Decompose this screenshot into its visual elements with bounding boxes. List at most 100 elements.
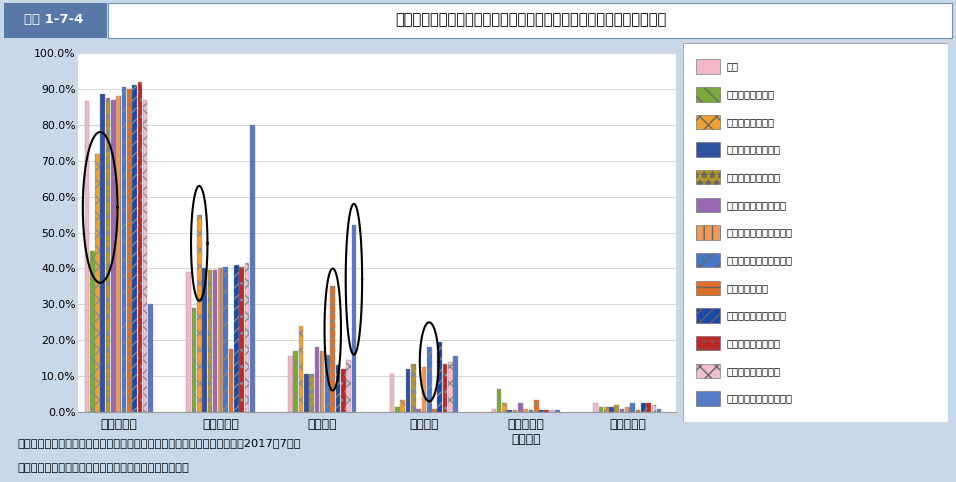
Bar (533, 400, 538, 412)
Bar (293, 351, 298, 412)
Bar (696, 170, 720, 185)
Bar (432, 409, 437, 412)
Bar (117, 96, 121, 412)
Bar (443, 363, 447, 412)
Text: 「日頃のちょっとした手助け」で頼れる人がいる人の「頼れる相手」: 「日頃のちょっとした手助け」で頼れる人がいる人の「頼れる相手」 (395, 12, 666, 27)
Bar (523, 409, 528, 412)
Bar (111, 100, 116, 412)
Bar (453, 357, 458, 412)
Bar (625, 407, 630, 412)
Bar (657, 409, 662, 412)
Bar (696, 281, 720, 295)
Bar (598, 407, 603, 412)
Bar (448, 362, 453, 412)
Bar (438, 342, 442, 412)
Text: 非高齢単独男性世帯: 非高齢単独男性世帯 (727, 145, 780, 155)
Bar (96, 154, 99, 412)
Bar (228, 349, 233, 412)
Text: 二親世帯（二世代）: 二親世帯（二世代） (727, 366, 780, 376)
Bar (615, 405, 619, 412)
Text: 夫婦ともに非高齢者世帯: 夫婦ともに非高齢者世帯 (727, 255, 793, 265)
Bar (491, 409, 496, 412)
Bar (331, 286, 335, 412)
Bar (405, 369, 410, 412)
Bar (609, 407, 614, 412)
Bar (422, 367, 426, 412)
Bar (197, 214, 202, 412)
Bar (352, 226, 357, 412)
Bar (121, 87, 126, 412)
Bar (320, 351, 324, 412)
Bar (315, 348, 319, 412)
Text: （注）　「総数」には世帯類型その他、不詳等を含む。: （注） 「総数」には世帯類型その他、不詳等を含む。 (17, 463, 189, 473)
Text: 非高齢単独女性世帯: 非高齢単独女性世帯 (727, 172, 780, 182)
Bar (636, 410, 641, 412)
Bar (502, 403, 507, 412)
Bar (529, 410, 533, 412)
Text: 夫婦の一方が高齢者世帯: 夫婦の一方が高齢者世帯 (727, 228, 793, 238)
Bar (138, 82, 142, 412)
Bar (304, 375, 309, 412)
Bar (497, 389, 502, 412)
Bar (550, 410, 554, 412)
Bar (213, 270, 217, 412)
Bar (539, 410, 544, 412)
Text: 高齢単独男性世帯: 高齢単独男性世帯 (727, 89, 774, 99)
Bar (604, 407, 609, 412)
Text: 資料：国立社会保障・人口問題研究所「生活と支え合いに関する調査」（2017年7月）: 資料：国立社会保障・人口問題研究所「生活と支え合いに関する調査」（2017年7月… (17, 438, 301, 448)
Bar (696, 87, 720, 102)
Bar (224, 267, 228, 412)
Bar (651, 405, 656, 412)
Bar (90, 251, 95, 412)
Bar (395, 407, 400, 412)
Bar (100, 94, 105, 412)
Bar (555, 410, 559, 412)
Bar (298, 326, 303, 412)
Bar (191, 308, 196, 412)
Bar (696, 336, 720, 350)
Bar (390, 375, 395, 412)
Bar (512, 410, 517, 412)
Bar (416, 409, 421, 412)
Bar (106, 98, 111, 412)
Bar (646, 403, 651, 412)
Bar (250, 125, 254, 412)
Text: 高齢者のみ世帯: 高齢者のみ世帯 (727, 283, 769, 293)
Bar (4, 3, 107, 38)
Text: 図表 1-7-4: 図表 1-7-4 (24, 13, 83, 26)
Bar (346, 360, 351, 412)
Bar (619, 409, 624, 412)
Bar (508, 410, 512, 412)
Text: 夫婦ともに高齢者世帯: 夫婦ともに高齢者世帯 (727, 200, 787, 210)
Bar (325, 355, 330, 412)
Bar (148, 305, 153, 412)
Bar (696, 226, 720, 240)
Bar (696, 198, 720, 212)
Bar (696, 308, 720, 323)
Bar (401, 400, 405, 412)
Bar (84, 102, 89, 412)
Bar (127, 89, 132, 412)
Bar (630, 403, 635, 412)
Bar (132, 85, 137, 412)
Bar (696, 142, 720, 157)
Bar (411, 363, 416, 412)
Bar (245, 263, 250, 412)
Bar (696, 115, 720, 129)
Bar (207, 270, 212, 412)
Text: 高齢者以外も含む世帯: 高齢者以外も含む世帯 (727, 310, 787, 321)
Bar (594, 403, 598, 412)
Bar (108, 3, 952, 38)
Bar (234, 265, 239, 412)
Bar (336, 365, 340, 412)
Bar (518, 403, 523, 412)
Bar (696, 391, 720, 406)
Bar (142, 100, 147, 412)
Bar (218, 268, 223, 412)
Bar (239, 267, 244, 412)
Bar (696, 253, 720, 268)
Bar (341, 369, 346, 412)
Text: 総数: 総数 (727, 62, 738, 72)
Bar (427, 348, 431, 412)
Bar (696, 363, 720, 378)
